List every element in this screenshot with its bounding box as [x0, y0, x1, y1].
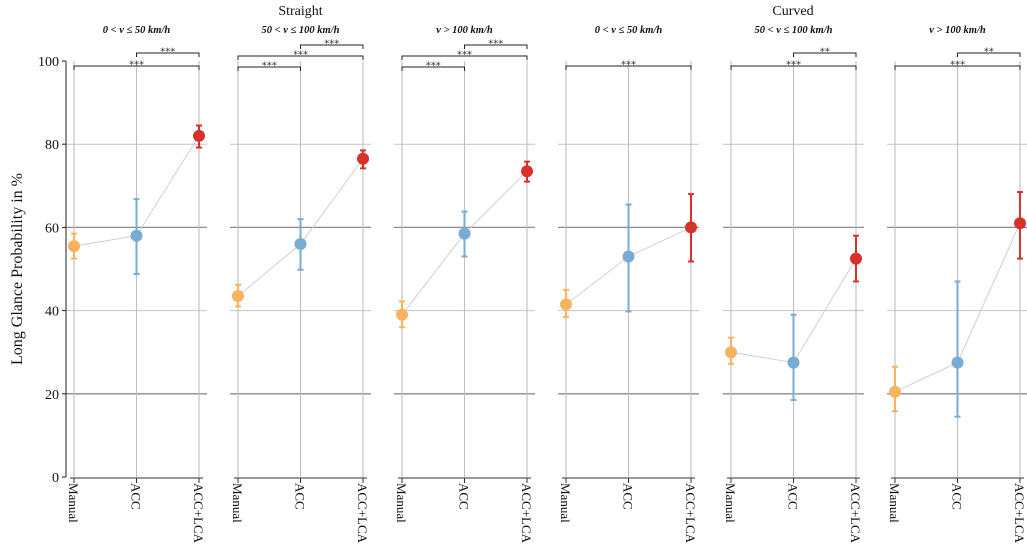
data-point — [396, 308, 408, 321]
x-tick-label: ACC — [457, 483, 472, 510]
panel-title: 0 < v ≤ 50 km/h — [103, 25, 171, 36]
titles-layer: Straight Curved — [278, 4, 813, 19]
significance-label: *** — [129, 60, 144, 71]
x-tick-label: Manual — [558, 483, 573, 523]
x-tick-label: Manual — [230, 483, 245, 523]
x-tick-label: ACC — [293, 483, 308, 510]
data-point — [521, 165, 533, 178]
significance-bracket — [237, 66, 301, 71]
significance-label: *** — [426, 61, 441, 72]
data-point — [68, 240, 80, 253]
significance-label: *** — [293, 50, 308, 61]
significance-label: *** — [621, 60, 636, 71]
panel: 0 < v ≤ 50 km/h Manual ACC ACC+LCA *** *** — [66, 25, 207, 544]
y-tick-label: 60 — [45, 221, 59, 236]
panel-title: 0 < v ≤ 50 km/h — [595, 25, 663, 36]
y-tick-label: 80 — [45, 138, 59, 153]
significance-label: *** — [457, 50, 472, 61]
panel-title: v > 100 km/h — [929, 25, 986, 36]
significance-label: *** — [324, 39, 339, 50]
significance-label: ** — [820, 47, 830, 58]
panel-title: v > 100 km/h — [436, 25, 493, 36]
data-point — [1014, 217, 1026, 230]
data-point — [850, 252, 862, 265]
x-tick-label: ACC+LCA — [355, 483, 370, 544]
x-tick-label: Manual — [723, 483, 738, 523]
data-point — [725, 346, 737, 359]
significance-label: *** — [488, 39, 503, 50]
x-tick-label: Manual — [887, 483, 902, 523]
data-point — [130, 229, 143, 242]
x-tick-label: ACC+LCA — [519, 483, 534, 544]
panel: 50 < v ≤ 100 km/h Manual ACC ACC+LCA *** *** *… — [230, 25, 371, 544]
x-tick-label: Manual — [394, 483, 409, 523]
x-tick-label: ACC — [950, 483, 965, 510]
significance-bracket — [300, 44, 364, 49]
y-tick-label: 40 — [45, 305, 59, 320]
data-point — [294, 238, 307, 251]
significance-bracket — [565, 65, 692, 70]
y-tick-label: 100 — [38, 55, 59, 70]
x-tick-label: Manual — [66, 483, 81, 523]
x-tick-label: ACC — [129, 483, 144, 510]
data-point — [685, 221, 697, 234]
y-axis-label: Long Glance Probability in % — [9, 173, 26, 365]
data-point — [787, 356, 800, 369]
significance-bracket — [136, 52, 200, 57]
significance-label: *** — [786, 60, 801, 71]
x-tick-label: ACC — [621, 483, 636, 510]
y-tick-label: 0 — [52, 471, 59, 486]
y-tick-label: 20 — [45, 388, 59, 403]
data-point — [193, 129, 205, 142]
data-point — [357, 152, 369, 165]
x-tick-label: ACC+LCA — [191, 483, 206, 544]
significance-bracket — [464, 44, 528, 49]
x-tick-label: ACC+LCA — [848, 483, 863, 544]
significance-bracket — [957, 52, 1021, 57]
group-title: Straight — [278, 4, 322, 19]
significance-label: *** — [950, 60, 965, 71]
significance-label: *** — [262, 61, 277, 72]
panel: 0 < v ≤ 50 km/h Manual ACC ACC+LCA *** — [558, 25, 699, 544]
panel: v > 100 km/h Manual ACC ACC+LCA *** *** *** — [394, 25, 535, 544]
significance-bracket — [401, 55, 528, 60]
data-point — [560, 298, 572, 311]
significance-bracket — [894, 65, 1021, 70]
group-title: Curved — [772, 4, 813, 19]
significance-bracket — [730, 65, 857, 70]
panel-title: 50 < v ≤ 100 km/h — [755, 25, 833, 36]
significance-bracket — [401, 66, 465, 71]
panel-title: 50 < v ≤ 100 km/h — [262, 25, 340, 36]
significance-label: ** — [984, 47, 994, 58]
data-point — [951, 356, 964, 369]
data-point — [622, 250, 635, 263]
data-point — [458, 227, 471, 240]
x-tick-label: ACC+LCA — [1012, 483, 1027, 544]
significance-bracket — [73, 65, 200, 70]
significance-label: *** — [160, 47, 175, 58]
x-tick-label: ACC+LCA — [683, 483, 698, 544]
significance-bracket — [793, 52, 857, 57]
data-point — [232, 290, 244, 303]
significance-bracket — [237, 55, 364, 60]
x-tick-label: ACC — [786, 483, 801, 510]
data-point — [889, 385, 901, 398]
